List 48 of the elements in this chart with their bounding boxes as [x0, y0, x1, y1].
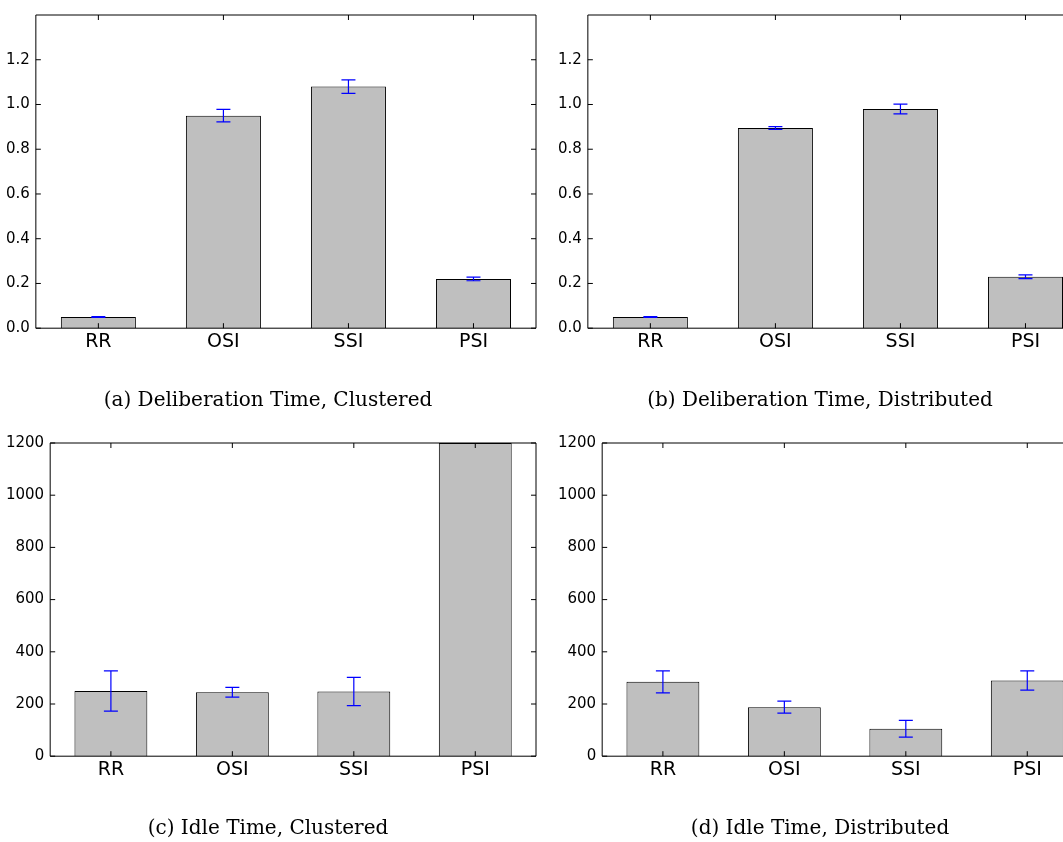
y-tick-label: 600	[567, 589, 597, 608]
y-tick-label: 0	[586, 746, 597, 765]
y-tick-label: 0.6	[558, 183, 582, 202]
text: (c) Idle Time, Clustered	[147, 815, 389, 840]
y-tick-label: 1200	[557, 432, 597, 451]
y-tick-label: 1000	[5, 485, 45, 504]
y-tick-label: 1.2	[6, 49, 30, 68]
y-tick-label: 0.0	[558, 318, 582, 337]
y-tick-label: 0.8	[6, 139, 30, 158]
y-tick-label: 800	[567, 537, 597, 556]
y-tick-label: 0.8	[558, 139, 582, 158]
y-tick-label: 800	[15, 537, 45, 556]
y-tick-label: 400	[15, 641, 45, 660]
x-tick-label: SSI	[338, 756, 369, 779]
y-tick-label: 0.4	[558, 228, 582, 247]
y-tick-label: 600	[15, 589, 45, 608]
y-tick-label: 1.0	[6, 94, 30, 113]
x-tick-label: SSI	[890, 756, 921, 779]
text: (b) Deliberation Time, Distributed	[647, 387, 993, 412]
y-tick-label: 1.0	[558, 94, 582, 113]
x-tick-label: SSI	[333, 328, 364, 351]
y-tick-label: 0	[34, 746, 45, 765]
x-tick-label: RR	[85, 328, 112, 351]
y-tick-label: 0.6	[6, 183, 30, 202]
x-tick-label: OSI	[759, 328, 792, 351]
y-tick-label: 1.2	[558, 49, 582, 68]
y-tick-label: 1200	[5, 432, 45, 451]
text: (a) Deliberation Time, Clustered	[103, 387, 433, 412]
y-tick-label: 200	[15, 693, 45, 712]
x-tick-label: PSI	[460, 756, 490, 779]
x-tick-label: RR	[649, 756, 677, 779]
x-tick-label: RR	[97, 756, 125, 779]
x-tick-label: RR	[637, 328, 664, 351]
x-tick-label: PSI	[1012, 756, 1042, 779]
y-tick-label: 0.4	[6, 228, 30, 247]
y-tick-label: 0.2	[558, 273, 582, 292]
y-tick-label: 400	[567, 641, 597, 660]
y-tick-label: 1000	[557, 485, 597, 504]
x-tick-label: SSI	[885, 328, 916, 351]
y-tick-label: 200	[567, 693, 597, 712]
x-tick-label: PSI	[458, 328, 489, 351]
x-tick-label: OSI	[768, 756, 801, 779]
x-tick-label: OSI	[207, 328, 240, 351]
y-tick-label: 0.2	[6, 273, 30, 292]
x-tick-label: OSI	[216, 756, 249, 779]
y-tick-label: 0.0	[6, 318, 30, 337]
x-tick-label: PSI	[1010, 328, 1041, 351]
text: (d) Idle Time, Distributed	[690, 815, 950, 840]
